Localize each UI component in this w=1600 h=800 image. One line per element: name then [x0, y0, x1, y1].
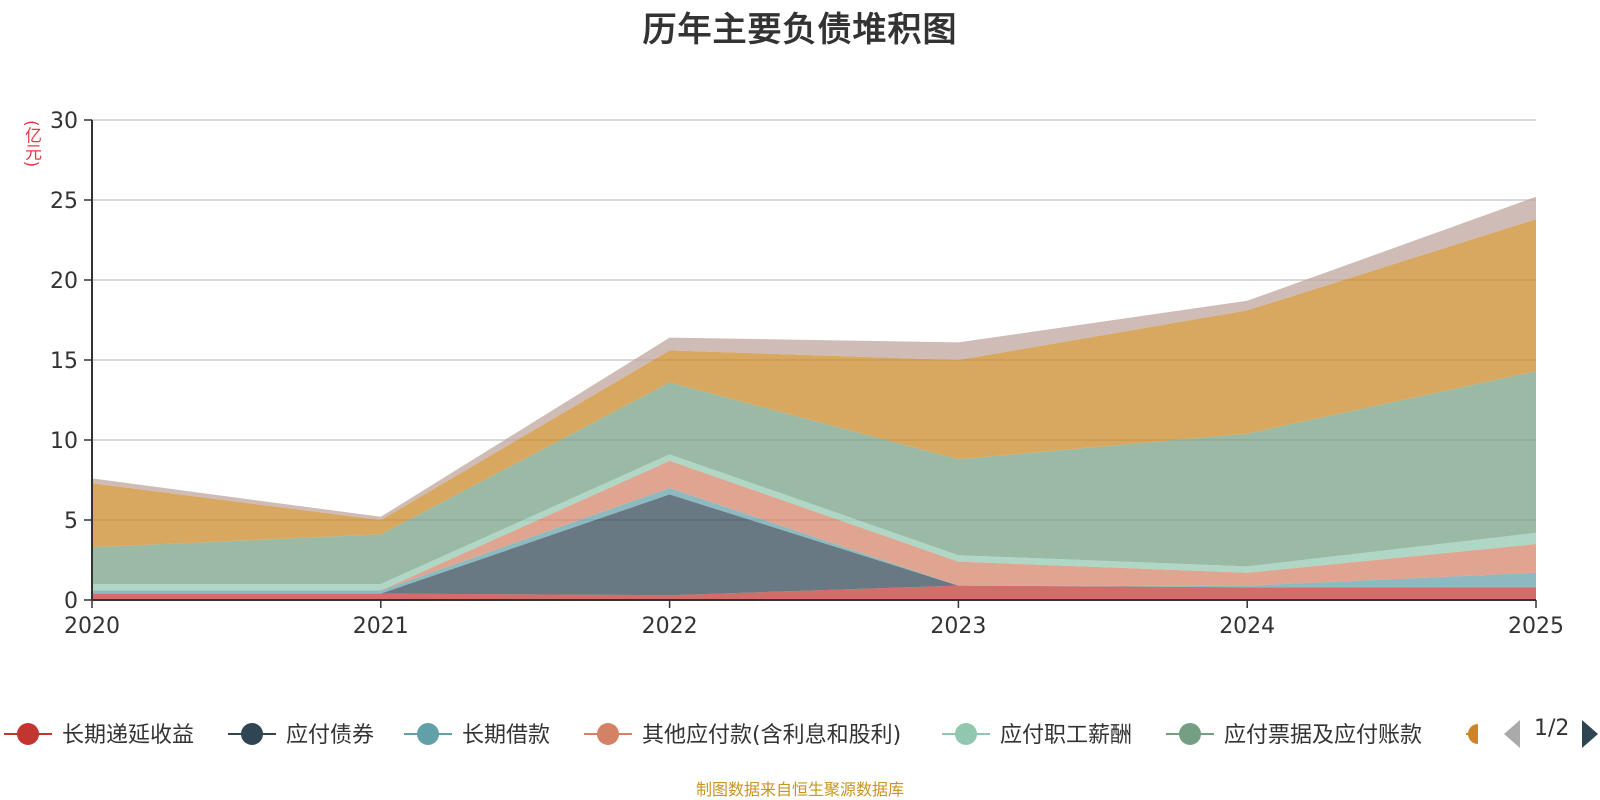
- legend-label: 应付债券: [286, 723, 374, 748]
- legend-marker-partial-icon: [1468, 724, 1478, 744]
- legend-page-indicator: 1/2: [1534, 716, 1570, 741]
- y-tick-label: 25: [50, 189, 78, 214]
- legend-marker-icon: [417, 723, 439, 745]
- legend-label: 其他应付款(含利息和股利): [642, 723, 901, 748]
- area-series-4: [92, 460, 1536, 591]
- legend-marker-icon: [17, 723, 39, 745]
- legend-pager: 1/2: [1502, 716, 1600, 752]
- y-tick-label: 5: [64, 509, 78, 534]
- legend-label: 应付票据及应付账款: [1224, 723, 1422, 748]
- legend-marker-icon: [955, 723, 977, 745]
- x-tick-label: 2023: [930, 614, 986, 639]
- legend-marker-icon: [1179, 723, 1201, 745]
- chart-title: 历年主要负债堆积图: [642, 10, 958, 50]
- legend-item[interactable]: 长期借款: [404, 723, 550, 748]
- legend-item[interactable]: 其他应付款(含利息和股利): [584, 723, 901, 748]
- legend-item[interactable]: 应付票据及应付账款: [1166, 723, 1422, 748]
- area-series-6: [92, 371, 1536, 584]
- legend-prev-icon[interactable]: [1502, 718, 1522, 750]
- area-series-1: [92, 585, 1536, 600]
- area-series-5: [92, 454, 1536, 591]
- y-axis-unit-label: (亿元): [21, 120, 41, 168]
- legend-label: 长期递延收益: [62, 723, 194, 748]
- data-source-note: 制图数据来自恒生聚源数据库: [695, 780, 904, 799]
- x-tick-label: 2022: [642, 614, 698, 639]
- x-tick-label: 2024: [1219, 614, 1275, 639]
- legend-marker-icon: [597, 723, 619, 745]
- x-tick-label: 2025: [1508, 614, 1564, 639]
- area-series-3: [92, 488, 1536, 594]
- legend-item[interactable]: 应付债券: [228, 723, 374, 748]
- legend: 长期递延收益 应付债券 长期借款 其他应付款(含利息和股利) 应付职工薪酬 应付票据及应付…: [4, 723, 1478, 748]
- legend-label: 应付职工薪酬: [1000, 723, 1132, 748]
- area-series-2: [92, 494, 1536, 596]
- y-tick-label: 30: [50, 109, 78, 134]
- legend-item[interactable]: 长期递延收益: [4, 723, 194, 748]
- axes: [84, 119, 1537, 608]
- legend-item[interactable]: 应付职工薪酬: [942, 723, 1132, 748]
- y-tick-label: 15: [50, 349, 78, 374]
- y-tick-label: 0: [64, 589, 78, 614]
- y-tick-label: 20: [50, 269, 78, 294]
- legend-next-icon[interactable]: [1580, 718, 1600, 750]
- area-series-7: [92, 219, 1536, 548]
- x-tick-label: 2020: [64, 614, 120, 639]
- legend-marker-icon: [241, 723, 263, 745]
- x-tick-label: 2021: [353, 614, 409, 639]
- y-tick-label: 10: [50, 429, 78, 454]
- legend-label: 长期借款: [462, 723, 550, 748]
- area-series: [92, 196, 1536, 600]
- legend-item-partial: [1466, 724, 1478, 744]
